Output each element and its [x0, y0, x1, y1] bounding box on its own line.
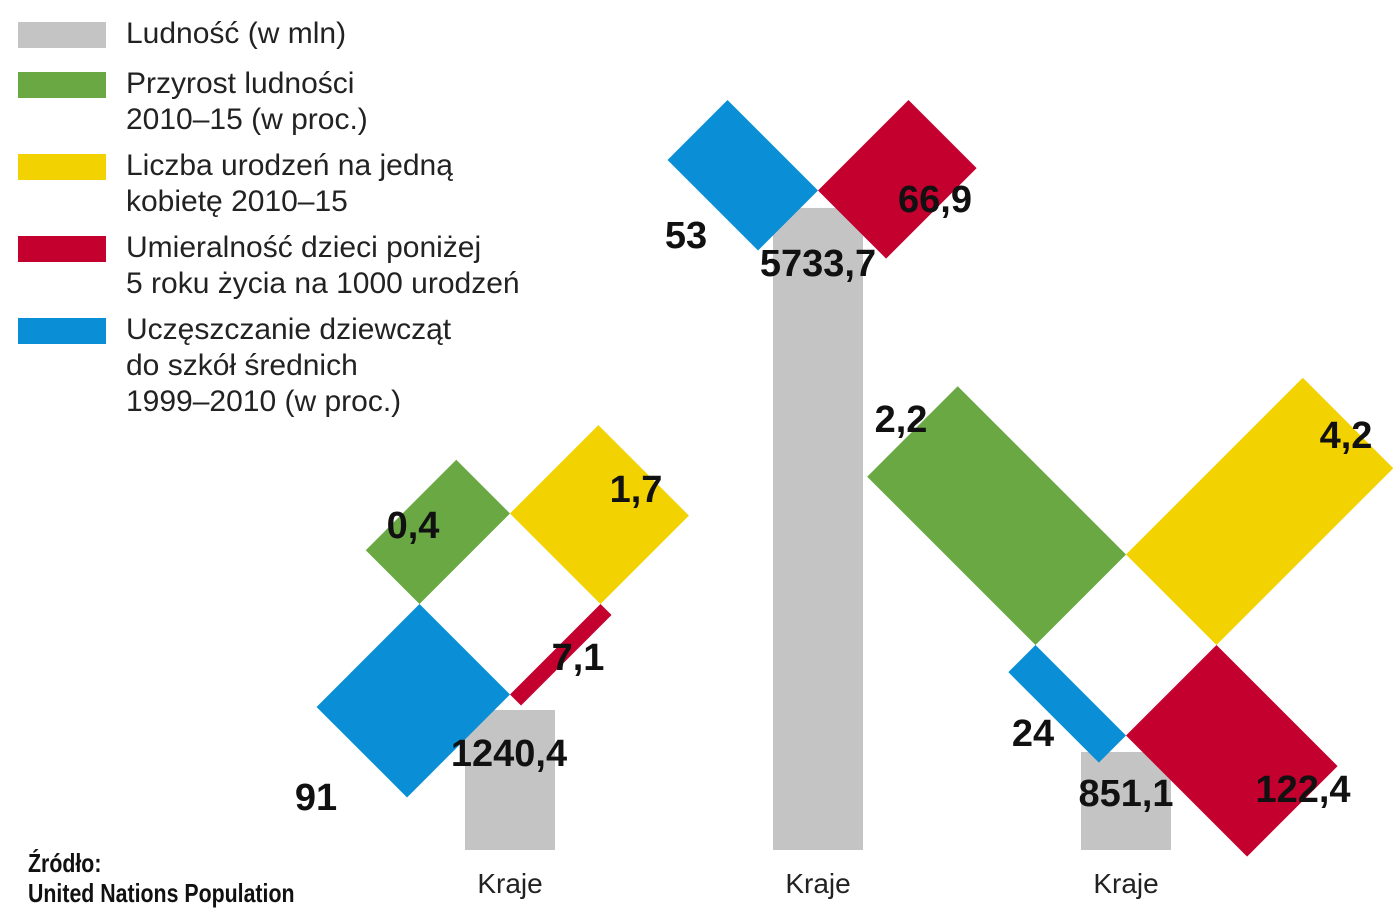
category-label-3: Kraje	[1093, 868, 1159, 899]
legend-swatch-growth	[18, 72, 106, 98]
legend-label-mortality: Umieralność dzieci poniżej 5 roku życia …	[126, 231, 520, 300]
legend-swatch-births	[18, 154, 106, 180]
arm-school-2	[667, 100, 818, 251]
legend-swatch-mortality	[18, 236, 106, 262]
source-note: Źródło: United Nations Population	[28, 848, 295, 908]
arm-growth-1	[365, 459, 510, 604]
value-label-mortality-1: 7,1	[552, 637, 605, 679]
value-label-births-1: 1,7	[610, 469, 663, 511]
value-label-growth-1: 0,4	[387, 505, 440, 547]
category-label-1: Kraje	[477, 868, 543, 899]
population-bar-1	[465, 710, 555, 850]
legend-swatch-school	[18, 318, 106, 344]
arm-births-1	[510, 425, 689, 604]
value-label-mortality-2: 66,9	[898, 179, 972, 221]
population-bar-3	[1081, 752, 1171, 850]
value-label-population-3: 851,1	[1078, 773, 1173, 815]
legend-swatch-population	[18, 22, 106, 48]
population-bar-2	[773, 208, 863, 850]
arm-mortality-3	[1126, 645, 1338, 857]
arm-births-3	[1126, 377, 1394, 645]
value-label-births-3: 4,2	[1320, 415, 1373, 457]
value-label-school-2: 53	[665, 215, 707, 257]
legend-label-school: Uczęszczanie dziewcząt do szkół średnich…	[126, 313, 452, 418]
arm-mortality-1	[510, 604, 612, 706]
legend-label-growth: Przyrost ludności 2010–15 (w proc.)	[126, 67, 368, 136]
arm-school-3	[1008, 645, 1126, 763]
arm-growth-3	[867, 386, 1126, 645]
value-label-school-1: 91	[295, 777, 337, 819]
value-label-school-3: 24	[1012, 713, 1054, 755]
value-label-growth-3: 2,2	[875, 399, 928, 441]
category-label-2: Kraje	[785, 868, 851, 899]
legend-label-population: Ludność (w mln)	[126, 17, 347, 50]
arm-mortality-2	[818, 100, 977, 259]
legend-label-births: Liczba urodzeń na jedną kobietę 2010–15	[126, 149, 453, 218]
value-label-population-2: 5733,7	[760, 243, 876, 285]
value-label-mortality-3: 122,4	[1255, 769, 1350, 811]
value-label-population-1: 1240,4	[451, 733, 567, 775]
arm-school-1	[316, 604, 510, 798]
